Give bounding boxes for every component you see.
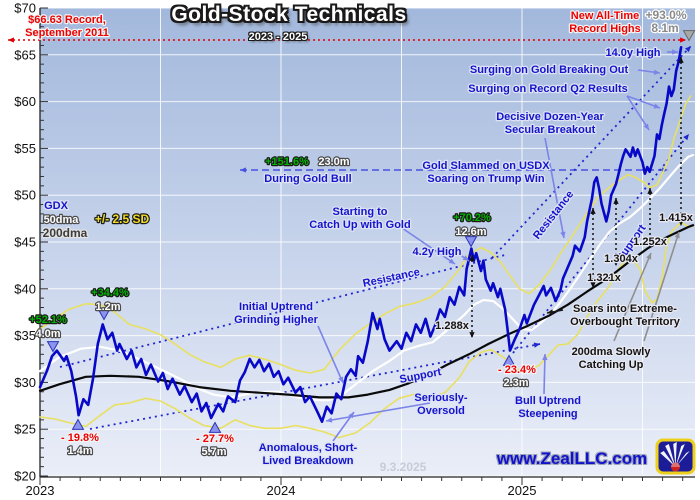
ratio-measure-lines (469, 57, 684, 338)
during-gold-bull-label: During Gold Bull (264, 173, 351, 185)
annotation-arrows (317, 49, 680, 442)
y-axis-label: $40 (14, 281, 36, 296)
legend-gdx: GDX (44, 200, 69, 212)
ratio-1288: 1.288x (435, 320, 470, 332)
current-upleg-duration: 8.1m (651, 21, 678, 35)
sma50-line (38, 153, 695, 402)
extreme-markers (46, 30, 696, 433)
gridlines (40, 7, 695, 477)
zeal-logo-icon (655, 438, 696, 475)
initial-uptrend-label: Initial Uptrend Grinding Higher (234, 301, 318, 326)
upper-sd-band-line (39, 95, 692, 374)
ratio-1304: 1.304x (604, 253, 639, 265)
chart-date-watermark: 9.3.2025 (379, 460, 427, 474)
y-axis-label: $35 (14, 328, 36, 343)
x-axis-label: 2024 (267, 483, 296, 498)
chart-title: Gold-Stock Technicals (171, 3, 407, 26)
lower-sd-band-line (39, 221, 694, 439)
corr-198-duration: 1.4m (67, 445, 92, 457)
corr-234-pct: - 23.4% (498, 364, 536, 376)
ratio-1321: 1.321x (587, 272, 622, 284)
surging-q2-label: Surging on Record Q2 Results (468, 83, 628, 95)
y-axis-label: $25 (14, 422, 36, 437)
seriously-oversold-label: Seriously-Oversold (414, 392, 468, 417)
upleg-521-pct: +52.1% (29, 314, 67, 326)
soars-overbought-label: Soars into Extreme-Overbought Territory (570, 303, 681, 328)
x-axis-label: 2025 (508, 483, 537, 498)
decisive-breakout-label: Decisive Dozen-Year Secular Breakout (496, 111, 604, 136)
upleg-521-duration: 4.0m (35, 328, 60, 340)
current-upleg-gain: +93.0% (645, 8, 686, 22)
gdx-price-line (38, 45, 683, 424)
legend-50dma: 50dma (44, 214, 80, 226)
legend-200dma: 200dma (43, 226, 88, 240)
y-axis-label: $30 (14, 375, 36, 390)
x-axis-label: 2023 (26, 483, 55, 498)
annotation-labels: $66.63 Record, September 2011 New All-Time… (24, 7, 695, 469)
high-14y-label: 14.0y High (605, 47, 660, 59)
high-42y-label: 4.2y High (413, 246, 462, 258)
corr-198-pct: - 19.8% (61, 432, 99, 444)
ratio-1252: 1.252x (633, 236, 668, 248)
bull-gain-pct: +151.6% (265, 156, 309, 168)
y-axis-label: $20 (14, 469, 36, 484)
anomalous-breakdown-label: Anomalous, Short-Lived Breakdown (259, 442, 358, 467)
upleg-344-duration: 1.2m (95, 301, 120, 313)
corr-277-duration: 5.7m (201, 446, 226, 458)
axes: $20 $25 $30 $35 $40 $45 $50 $55 $60 $65 $70 2023 202… (14, 1, 695, 498)
bull-gain-duration: 23.0m (318, 156, 349, 168)
bull-steepening-label: Bull Uptrend Steepening (515, 395, 581, 420)
corr-277-pct: - 27.7% (196, 433, 234, 445)
legend-sd-band: +/- 2.5 SD (95, 212, 150, 226)
trendlines (8, 37, 692, 430)
y-axis-label: $65 (14, 47, 36, 62)
surging-gold-breakout-label: Surging on Gold Breaking Out (470, 64, 629, 76)
chart-subtitle: 2023 - 2025 (248, 31, 308, 43)
upleg-344-pct: +34.4% (91, 287, 129, 299)
corr-234-duration: 2.3m (503, 377, 528, 389)
upleg-702-pct: +70.2% (453, 212, 491, 224)
upleg-702-duration: 12.6m (455, 226, 486, 238)
dma-catching-up-label: 200dma Slowly Catching Up (572, 346, 652, 371)
y-axis-label: $45 (14, 235, 36, 250)
y-axis-label: $50 (14, 188, 36, 203)
starting-catch-up-label: Starting to Catch Up with Gold (309, 206, 410, 231)
new-ath-label: New All-Time Record Highs (569, 10, 641, 35)
record-2011-label: $66.63 Record, September 2011 (25, 14, 109, 39)
gold-slammed-label: Gold Slammed on USDX Soaring on Trump Win (422, 160, 550, 185)
website-label: www.ZealLLC.com (496, 449, 648, 468)
ratio-1415: 1.415x (659, 212, 694, 224)
y-axis-label: $70 (14, 1, 36, 16)
y-axis-label: $55 (14, 141, 36, 156)
y-axis-label: $60 (14, 94, 36, 109)
